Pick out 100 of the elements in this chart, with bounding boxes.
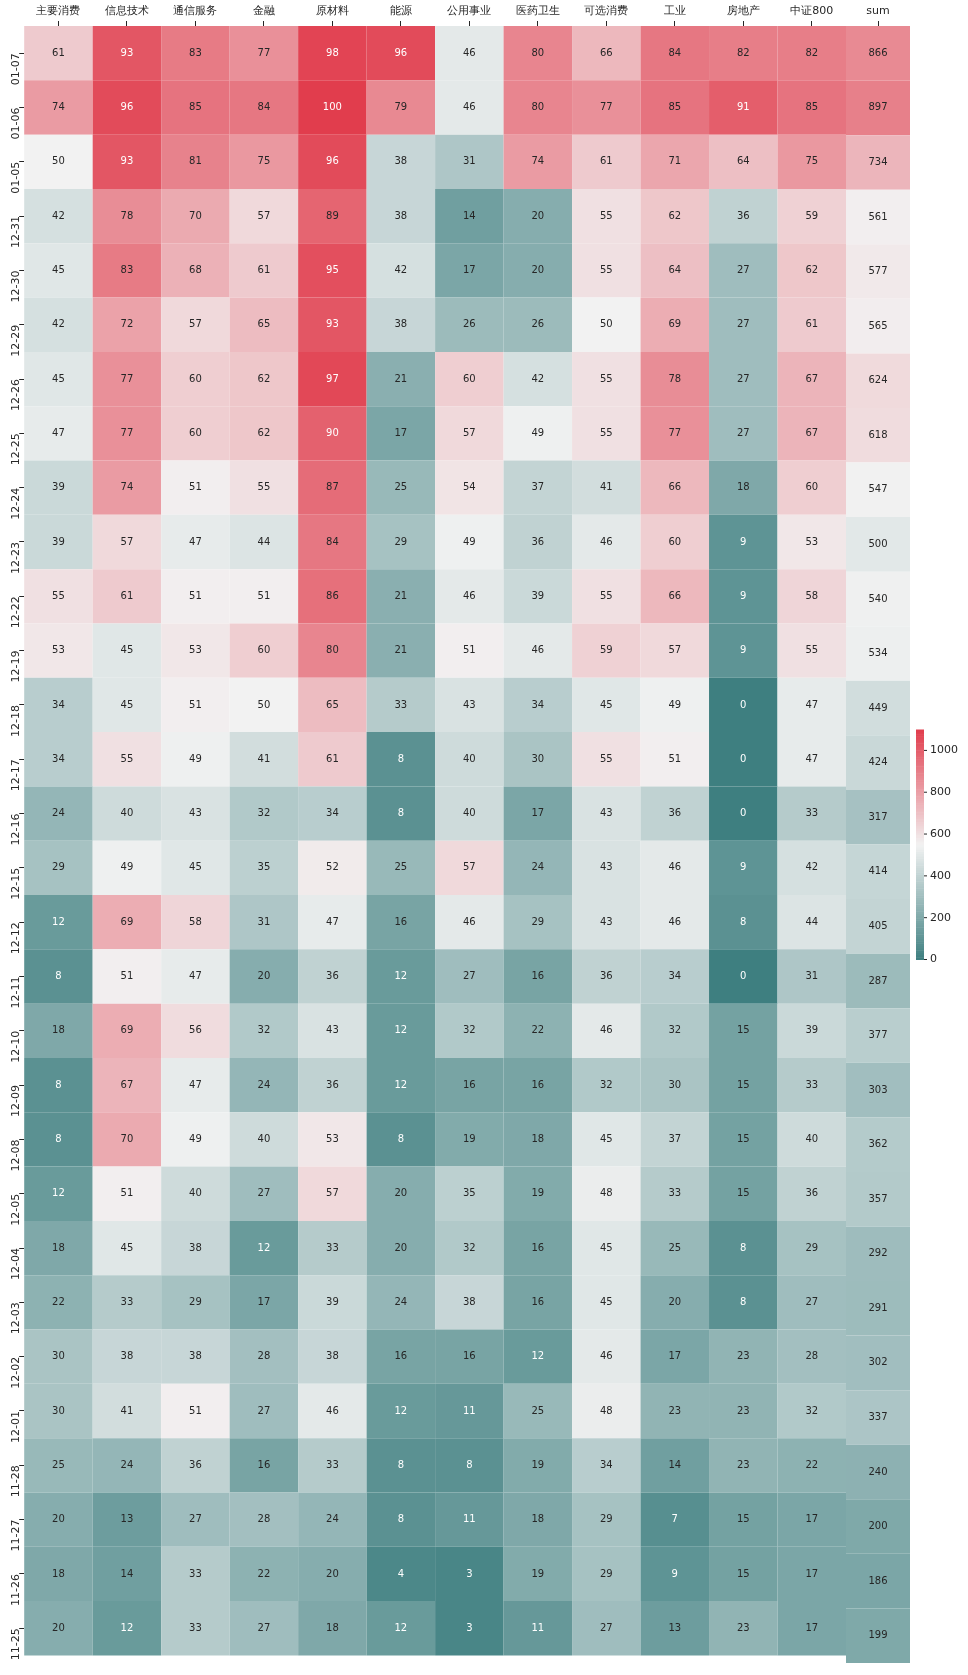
data-label: 8 xyxy=(740,915,747,927)
data-label: 22 xyxy=(531,1024,545,1036)
data-label: 59 xyxy=(805,209,819,221)
y-tick-label: 12-12 xyxy=(9,922,23,955)
data-label: 75 xyxy=(805,155,819,167)
data-label: 70 xyxy=(189,209,202,221)
y-tick-label: 11-27 xyxy=(9,1519,23,1552)
data-label: 87 xyxy=(326,481,339,493)
data-label: 50 xyxy=(599,318,613,330)
data-label: 51 xyxy=(120,970,134,982)
data-label: 33 xyxy=(668,1187,682,1199)
data-label: 43 xyxy=(599,915,613,927)
x-tick-label: 原材料 xyxy=(315,4,349,18)
data-label: 449 xyxy=(868,701,888,713)
data-label: 24 xyxy=(52,807,65,819)
data-label: 38 xyxy=(189,1350,202,1362)
data-label: 47 xyxy=(189,970,202,982)
data-label: 77 xyxy=(120,426,134,438)
data-label: 57 xyxy=(257,209,271,221)
data-label: 57 xyxy=(462,861,476,873)
data-label: 27 xyxy=(257,1187,271,1199)
y-tick-label: 12-29 xyxy=(9,324,23,357)
data-label: 74 xyxy=(531,155,545,167)
data-label: 81 xyxy=(189,155,202,167)
data-label: 534 xyxy=(868,647,888,659)
data-label: 62 xyxy=(257,372,271,384)
data-label: 8 xyxy=(466,1458,473,1470)
data-label: 91 xyxy=(736,101,750,113)
data-label: 8 xyxy=(397,1458,405,1470)
data-label: 51 xyxy=(189,589,202,601)
x-tick-label: 工业 xyxy=(663,4,686,18)
data-label: 38 xyxy=(462,1295,476,1307)
data-label: 55 xyxy=(599,372,613,384)
x-tick-label: 公用事业 xyxy=(447,4,492,18)
data-label: 68 xyxy=(189,264,202,275)
data-label: 43 xyxy=(326,1024,339,1036)
data-label: 27 xyxy=(736,264,750,275)
data-label: 46 xyxy=(462,915,476,927)
data-label: 83 xyxy=(120,264,134,275)
data-label: 45 xyxy=(52,264,65,275)
data-label: 38 xyxy=(394,155,408,167)
data-label: 25 xyxy=(52,1458,65,1470)
data-label: 77 xyxy=(599,101,613,113)
data-label: 45 xyxy=(599,1133,613,1145)
data-label: 38 xyxy=(394,318,408,330)
data-label: 53 xyxy=(805,535,819,547)
data-label: 897 xyxy=(868,101,888,113)
data-label: 44 xyxy=(257,535,271,547)
data-label: 22 xyxy=(805,1458,819,1470)
data-label: 20 xyxy=(531,209,545,221)
data-label: 27 xyxy=(736,426,750,438)
data-label: 9 xyxy=(740,644,747,656)
data-label: 69 xyxy=(120,915,134,927)
y-tick-label: 12-26 xyxy=(9,379,23,412)
data-label: 24 xyxy=(531,861,545,873)
data-label: 45 xyxy=(189,861,202,873)
data-label: 16 xyxy=(462,1350,476,1362)
y-tick-label: 12-25 xyxy=(9,433,23,466)
data-label: 72 xyxy=(120,318,134,330)
data-label: 58 xyxy=(805,589,819,601)
data-label: 77 xyxy=(257,46,271,58)
data-label: 35 xyxy=(257,861,271,873)
data-label: 12 xyxy=(120,1621,134,1633)
data-label: 13 xyxy=(668,1621,682,1633)
data-label: 16 xyxy=(394,915,408,927)
data-label: 45 xyxy=(599,1295,613,1307)
data-label: 547 xyxy=(868,483,888,495)
data-label: 55 xyxy=(805,644,819,656)
data-label: 42 xyxy=(52,318,65,330)
data-label: 61 xyxy=(805,318,819,330)
data-label: 17 xyxy=(805,1567,819,1579)
data-label: 60 xyxy=(189,372,202,384)
data-label: 16 xyxy=(394,1350,408,1362)
data-label: 98 xyxy=(326,46,339,58)
data-label: 23 xyxy=(736,1404,750,1416)
data-label: 561 xyxy=(868,210,888,222)
y-tick-label: 01-06 xyxy=(9,107,23,140)
data-label: 35 xyxy=(462,1187,476,1199)
data-label: 65 xyxy=(326,698,339,710)
data-label: 38 xyxy=(394,209,408,221)
data-label: 357 xyxy=(868,1192,888,1204)
y-tick-label: 12-24 xyxy=(9,487,23,520)
data-label: 46 xyxy=(668,915,682,927)
data-label: 291 xyxy=(868,1301,888,1313)
data-label: 9 xyxy=(740,589,747,601)
x-tick-label: 中证800 xyxy=(790,4,834,18)
data-label: 42 xyxy=(394,264,408,275)
data-label: 61 xyxy=(52,46,65,58)
data-label: 32 xyxy=(462,1024,476,1036)
data-label: 40 xyxy=(462,752,476,764)
data-label: 15 xyxy=(736,1567,750,1579)
data-label: 55 xyxy=(599,209,613,221)
data-label: 80 xyxy=(326,644,339,656)
data-label: 20 xyxy=(326,1567,339,1579)
data-label: 500 xyxy=(868,537,888,549)
data-label: 7 xyxy=(671,1513,678,1525)
data-label: 46 xyxy=(531,644,545,656)
data-label: 20 xyxy=(394,1241,408,1253)
data-label: 34 xyxy=(52,698,65,710)
data-label: 65 xyxy=(257,318,271,330)
